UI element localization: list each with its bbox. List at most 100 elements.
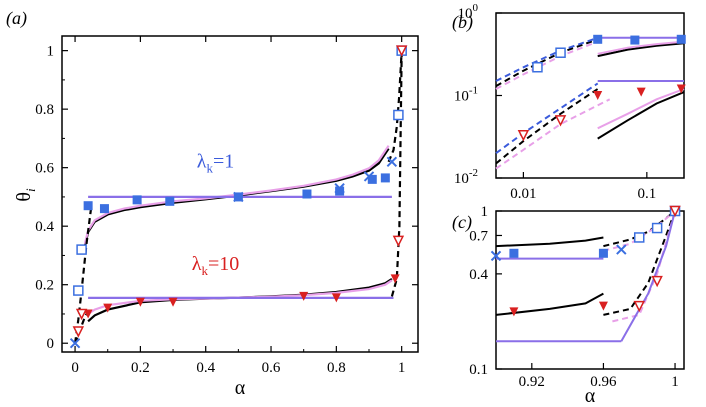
panel-b-series-line	[597, 40, 685, 55]
panel-c-data-point	[651, 222, 663, 234]
panel-a-data-point	[72, 326, 85, 338]
panel-b-xtick-label: 0.1	[637, 186, 656, 202]
panel-c-data-point	[598, 301, 608, 311]
panel-b-series-line	[597, 88, 685, 130]
panel-b-series-line	[495, 36, 599, 82]
panel-b-tag: (b)	[452, 12, 473, 33]
panel-b-data-point	[554, 115, 567, 127]
panel-a-xtick-label: 0.8	[327, 360, 346, 376]
panel-c-data-point	[490, 250, 502, 262]
panel-b-ytick-label: 10-1	[454, 85, 478, 105]
panel-a-data-point	[331, 293, 341, 303]
panel-c-data-point	[633, 232, 645, 243]
panel-c-ytick-label: 0.4	[469, 267, 488, 283]
panel-b: (b) 0.01 0.1 100 10-1 10-2	[452, 2, 686, 202]
panel-b-data-point	[593, 34, 603, 44]
panel-c-tag: (c)	[452, 212, 472, 233]
panel-a-xtick-label: 0.6	[262, 360, 281, 376]
panel-a-data-point	[76, 244, 87, 255]
panel-c-xtick-label: 0.96	[590, 374, 617, 390]
panel-a-data-point	[334, 182, 345, 194]
panel-a-xtick-label: 1	[398, 360, 406, 376]
panel-b-series-line	[495, 98, 611, 170]
panel-a-data-point	[386, 156, 398, 168]
panel-b-data-point	[555, 47, 566, 58]
panel-c-data-point	[633, 300, 645, 313]
panel-a-data-point	[99, 204, 109, 214]
panel-a-data-point	[390, 274, 400, 284]
panel-a-data-point	[302, 189, 312, 199]
panel-a-data-point	[83, 201, 93, 211]
panel-a-data-point	[395, 45, 408, 57]
panel-b-data-point	[676, 84, 686, 94]
panel-a-series-line	[390, 50, 403, 297]
panel-c-data-point	[616, 244, 627, 255]
panel-a-data-point	[363, 171, 375, 182]
panel-a-series-line	[87, 277, 393, 323]
panel-c-series-line	[603, 210, 676, 316]
panel-a-ylabel-main: θ	[13, 192, 35, 202]
panel-a-ytick-label: 1	[47, 44, 55, 60]
panel-a-series-line	[387, 50, 403, 163]
panel-a-ytick-label: 0.2	[35, 278, 54, 294]
panel-c-data-point	[509, 307, 519, 317]
panel-b-series-line	[495, 40, 599, 90]
panel-c-xtick-label: 1	[671, 374, 679, 390]
panel-a-ylabel: θi	[13, 188, 38, 202]
panel-c-series-line	[612, 210, 676, 323]
panel-b-series-line	[597, 91, 685, 140]
panel-a-xtick-label: 0	[71, 360, 79, 376]
panel-a-data-point	[233, 191, 244, 203]
panel-a-tag: (a)	[6, 8, 27, 29]
panel-a-annotation: λk=1	[197, 151, 234, 176]
panel-b-series-line	[495, 38, 599, 87]
panel-a-data-point	[132, 195, 142, 205]
panel-a-ytick-label: 0.4	[35, 219, 54, 235]
panel-a-data-point	[165, 196, 175, 206]
panel-b-data-point	[532, 62, 543, 73]
panel-a-xlabel: α	[235, 377, 246, 399]
panel-b-data-point	[630, 35, 640, 45]
panel-b-series-line	[495, 88, 599, 165]
panel-c-xlabel: α	[585, 385, 596, 407]
panel-a-data-point	[168, 297, 178, 307]
panel-c: (c) 0.92 0.96 1 0.1 0.4 0.7 1 α	[452, 204, 685, 407]
panel-c-data-point	[598, 248, 608, 258]
panel-a-data-point	[380, 173, 390, 183]
panel-a-data-point	[75, 308, 88, 321]
panel-c-ytick-label: 0.7	[469, 228, 488, 244]
panel-b-xtick-label: 0.01	[510, 186, 536, 202]
panel-c-series-line	[603, 210, 676, 252]
panel-a-data-point	[103, 303, 113, 313]
panel-a-frame	[61, 35, 419, 353]
panel-c-data-point	[651, 275, 663, 288]
panel-c-data-point	[669, 205, 681, 218]
panel-b-data-point	[517, 129, 530, 142]
panel-c-xtick-label: 0.92	[519, 374, 545, 390]
panel-b-series-line	[495, 82, 599, 155]
panel-a-ylabel-sub: i	[23, 188, 38, 192]
panel-c-series-line	[620, 210, 676, 342]
panel-a-xtick-label: 0.4	[196, 360, 215, 376]
panel-c-series-line	[495, 236, 604, 248]
panel-a-data-point	[83, 309, 93, 319]
panel-b-data-point	[676, 34, 686, 44]
panel-a-xtick-label: 0.2	[131, 360, 150, 376]
panel-c-data-point	[509, 248, 519, 258]
panel-c-series-line	[495, 292, 604, 316]
panel-b-ytick-label: 100	[458, 2, 479, 22]
panel-a-data-point	[73, 285, 84, 296]
panel-b-series-line	[597, 42, 685, 58]
panel-b-ytick-label: 10-2	[454, 167, 478, 187]
panel-a: 0 0.2 0.4 0.6 0.8 1 0 0.2 0.4 0.6 0.8 1 (a) α θi λk=1 λk…	[6, 8, 419, 399]
panel-b-data-point	[636, 87, 646, 97]
panel-a-data-point	[335, 186, 345, 196]
panel-c-ytick-label: 1	[481, 204, 489, 220]
panel-b-data-point	[593, 91, 603, 100]
panel-a-data-point	[135, 297, 145, 307]
panel-a-annotation: λk=10	[192, 253, 239, 278]
panel-a-ytick-label: 0	[47, 336, 55, 352]
panel-a-data-point	[299, 291, 309, 301]
panel-c-ytick-label: 0.1	[469, 362, 488, 378]
